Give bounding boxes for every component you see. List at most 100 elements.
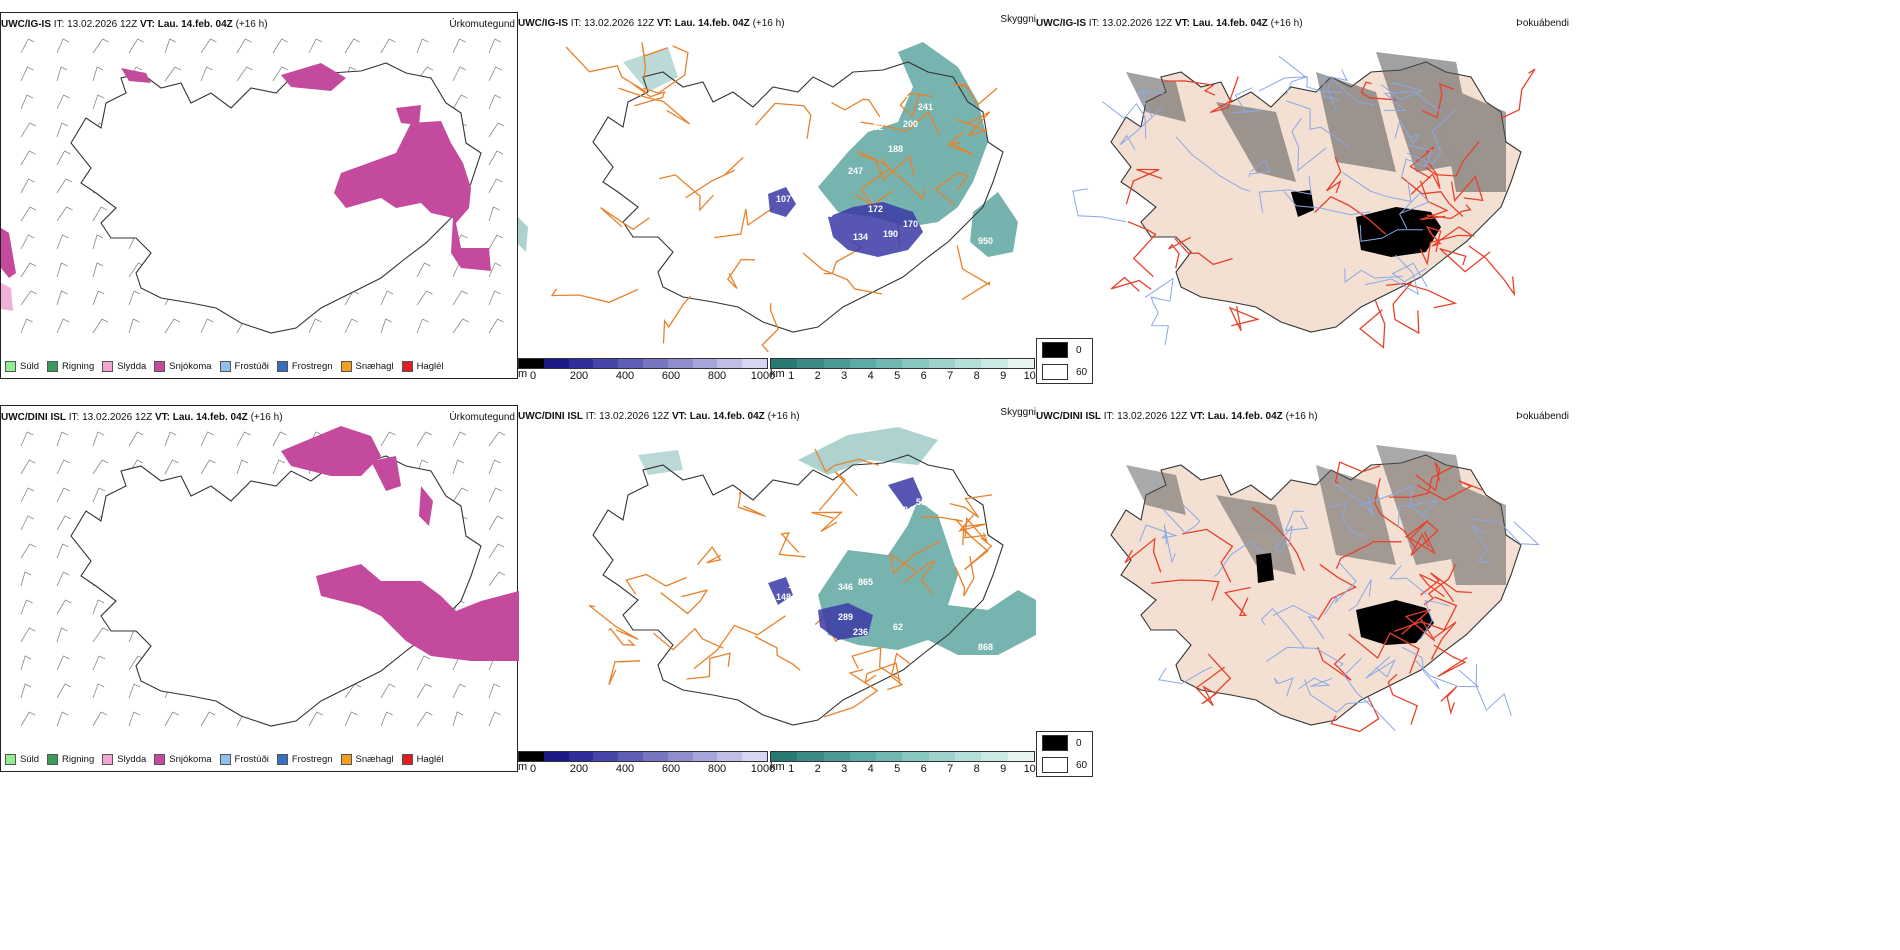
wind-barb xyxy=(452,290,468,306)
road-segment xyxy=(1410,159,1441,195)
road-segment xyxy=(1144,277,1174,306)
road-segment xyxy=(1314,196,1387,235)
wind-barb xyxy=(20,599,33,615)
road-segment xyxy=(1323,561,1357,615)
road-segment xyxy=(1470,524,1492,564)
wind-barb xyxy=(56,234,69,250)
wind-barb xyxy=(56,94,70,110)
road-segment xyxy=(1392,281,1420,335)
road-segment xyxy=(608,627,636,646)
legend-label: Frostregn xyxy=(291,361,333,372)
road-segment xyxy=(1360,81,1397,101)
legend-item-rigning: Rigning xyxy=(47,754,94,765)
wind-barb xyxy=(128,38,144,54)
wind-barb xyxy=(92,459,109,475)
wind-barb xyxy=(92,431,105,447)
colorbar-cell xyxy=(742,359,767,368)
wind-barb xyxy=(416,711,433,727)
panel-title: Þokuábendi xyxy=(1516,411,1569,422)
wind-barb xyxy=(488,431,506,447)
road-segment xyxy=(1209,76,1239,114)
wind-barb xyxy=(20,515,35,531)
road-segment xyxy=(686,652,731,680)
fog-legend-row: 0 xyxy=(1037,732,1092,754)
road-segment xyxy=(1273,677,1294,697)
init-time: IT: 13.02.2026 12Z xyxy=(1103,411,1188,422)
legend-label: Súld xyxy=(20,754,40,765)
colorbar-cell xyxy=(543,752,569,761)
road-segment xyxy=(1168,236,1192,269)
colorbar-cell xyxy=(717,752,743,761)
legend-label: Snæhagl xyxy=(355,754,394,765)
ceiling-label: 58 xyxy=(916,497,926,507)
road-segment xyxy=(618,87,691,125)
colorbar-cell xyxy=(771,752,798,761)
wind-barb xyxy=(56,150,71,166)
road-segment xyxy=(859,153,926,201)
fog-legend: 0 60 xyxy=(1036,731,1094,777)
visibility-colorbar-strip xyxy=(770,358,1035,369)
colorbar-cell xyxy=(667,752,693,761)
road-segment xyxy=(1374,477,1417,550)
init-time: IT: 13.02.2026 12Z xyxy=(68,412,153,423)
wind-barb xyxy=(488,94,501,110)
road-segment xyxy=(761,303,779,353)
road-segment xyxy=(1317,646,1352,681)
road-segment xyxy=(1428,226,1473,247)
panel-header: UWC/DINI ISL IT: 13.02.2026 12Z VT: Lau.… xyxy=(1,409,517,427)
init-time: IT: 13.02.2026 12Z xyxy=(570,18,655,29)
colorbar-tick: 7 xyxy=(947,763,954,775)
fog-legend-swatch xyxy=(1042,757,1068,773)
road-segment xyxy=(899,92,933,118)
ceiling-label: 200 xyxy=(903,119,918,129)
wind-barb xyxy=(20,711,36,727)
road-segment xyxy=(1419,573,1455,603)
road-segment xyxy=(1426,204,1472,220)
road-segment xyxy=(889,540,941,575)
visibility-colorbar-ticks: 1 2 3 4 5 6 7 8 9 10 xyxy=(770,762,1036,776)
road-segment xyxy=(1439,247,1491,273)
road-segment xyxy=(921,516,973,539)
precip-map xyxy=(20,426,519,727)
wind-barb xyxy=(236,66,253,82)
road-segment xyxy=(1365,656,1396,679)
colorbar-cell xyxy=(797,752,824,761)
legend-swatch xyxy=(47,361,59,372)
road-segment xyxy=(1286,100,1350,147)
colorbar-cell xyxy=(876,752,903,761)
road-segment xyxy=(714,207,774,239)
ceiling-label: 190 xyxy=(883,229,898,239)
road-segment xyxy=(1151,579,1220,601)
road-segment xyxy=(1182,528,1234,583)
wind-barb xyxy=(344,711,358,727)
wind-barb xyxy=(272,66,288,82)
wind-barb xyxy=(92,262,104,278)
road-segment xyxy=(1330,696,1380,733)
sleet-area xyxy=(1,283,13,311)
wind-barb xyxy=(92,234,104,250)
ceiling-label: 4 xyxy=(893,517,898,527)
iceland-outline xyxy=(592,61,1004,333)
legend-swatch xyxy=(340,361,352,372)
road-segment xyxy=(1388,466,1453,498)
road-segment xyxy=(1332,481,1374,518)
road-segment xyxy=(1317,563,1358,621)
road-segment xyxy=(625,573,687,595)
wind-barb xyxy=(488,150,504,166)
road-segment xyxy=(1359,300,1386,349)
ceiling-label: 868 xyxy=(978,642,993,652)
road-segment xyxy=(864,662,901,685)
road-segment xyxy=(662,295,691,344)
wind-barb xyxy=(92,38,109,54)
ceiling-label: 17 xyxy=(788,580,798,590)
precip-type-panel-1: UWC/IG-IS IT: 13.02.2026 12Z VT: Lau. 14… xyxy=(0,12,518,379)
road-segment xyxy=(1394,118,1421,144)
wind-barb xyxy=(200,38,217,54)
init-time: IT: 13.02.2026 12Z xyxy=(53,19,138,30)
colorbar-cell xyxy=(618,359,643,368)
road-segment xyxy=(1413,658,1480,688)
colorbar-tick: 6 xyxy=(920,370,927,382)
iceland-outline xyxy=(592,454,1004,726)
road-segment xyxy=(1383,91,1442,113)
